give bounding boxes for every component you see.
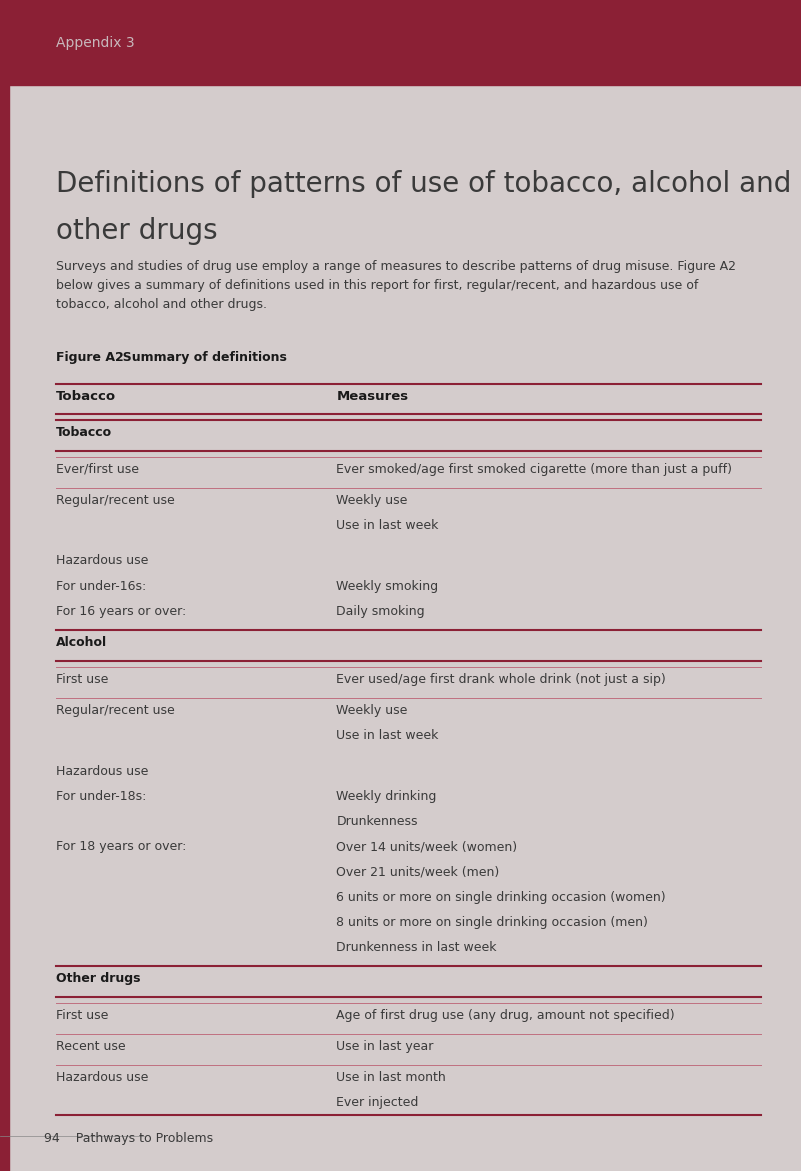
- Text: Use in last week: Use in last week: [336, 728, 439, 742]
- Text: Recent use: Recent use: [56, 1040, 126, 1053]
- Text: Ever used/age first drank whole drink (not just a sip): Ever used/age first drank whole drink (n…: [336, 672, 666, 686]
- Text: Other drugs: Other drugs: [56, 972, 140, 985]
- Text: Measures: Measures: [336, 390, 409, 403]
- Bar: [0, 0, 801, 85]
- Text: Figure A2: Figure A2: [56, 351, 124, 364]
- Text: Ever smoked/age first smoked cigarette (more than just a puff): Ever smoked/age first smoked cigarette (…: [336, 463, 732, 475]
- Text: Ever injected: Ever injected: [336, 1096, 419, 1109]
- Text: Hazardous use: Hazardous use: [56, 554, 148, 568]
- Text: For 16 years or over:: For 16 years or over:: [56, 604, 187, 618]
- Text: Summary of definitions: Summary of definitions: [114, 351, 287, 364]
- Text: For under-16s:: For under-16s:: [56, 580, 147, 593]
- Text: 6 units or more on single drinking occasion (women): 6 units or more on single drinking occas…: [336, 890, 666, 904]
- Text: Ever/first use: Ever/first use: [56, 463, 139, 475]
- Text: First use: First use: [56, 1008, 108, 1022]
- Text: 8 units or more on single drinking occasion (men): 8 units or more on single drinking occas…: [336, 916, 648, 929]
- Text: Alcohol: Alcohol: [56, 636, 107, 649]
- Text: Use in last month: Use in last month: [336, 1070, 446, 1084]
- Text: 94    Pathways to Problems: 94 Pathways to Problems: [44, 1132, 213, 1145]
- Text: First use: First use: [56, 672, 108, 686]
- Text: Regular/recent use: Regular/recent use: [56, 704, 175, 717]
- Text: Surveys and studies of drug use employ a range of measures to describe patterns : Surveys and studies of drug use employ a…: [56, 260, 736, 311]
- Text: For under-18s:: For under-18s:: [56, 789, 147, 803]
- Text: Weekly drinking: Weekly drinking: [336, 789, 437, 803]
- Text: other drugs: other drugs: [56, 217, 218, 245]
- Text: Drunkenness: Drunkenness: [336, 815, 418, 828]
- Text: Weekly use: Weekly use: [336, 704, 408, 717]
- Text: Definitions of patterns of use of tobacco, alcohol and: Definitions of patterns of use of tobacc…: [56, 170, 791, 198]
- Text: Use in last year: Use in last year: [336, 1040, 434, 1053]
- Text: Regular/recent use: Regular/recent use: [56, 493, 175, 507]
- Bar: [0, 0, 9, 1171]
- Text: Over 14 units/week (women): Over 14 units/week (women): [336, 841, 517, 854]
- Text: Daily smoking: Daily smoking: [336, 604, 425, 618]
- Text: Appendix 3: Appendix 3: [56, 36, 135, 49]
- Text: For 18 years or over:: For 18 years or over:: [56, 841, 187, 854]
- Text: Tobacco: Tobacco: [56, 425, 112, 439]
- Text: Weekly smoking: Weekly smoking: [336, 580, 438, 593]
- Text: Hazardous use: Hazardous use: [56, 1070, 148, 1084]
- Text: Drunkenness in last week: Drunkenness in last week: [336, 941, 497, 954]
- Text: Use in last week: Use in last week: [336, 519, 439, 532]
- Text: Hazardous use: Hazardous use: [56, 765, 148, 778]
- Text: Over 21 units/week (men): Over 21 units/week (men): [336, 865, 500, 878]
- Text: Age of first drug use (any drug, amount not specified): Age of first drug use (any drug, amount …: [336, 1008, 675, 1022]
- Text: Tobacco: Tobacco: [56, 390, 116, 403]
- Text: Weekly use: Weekly use: [336, 493, 408, 507]
